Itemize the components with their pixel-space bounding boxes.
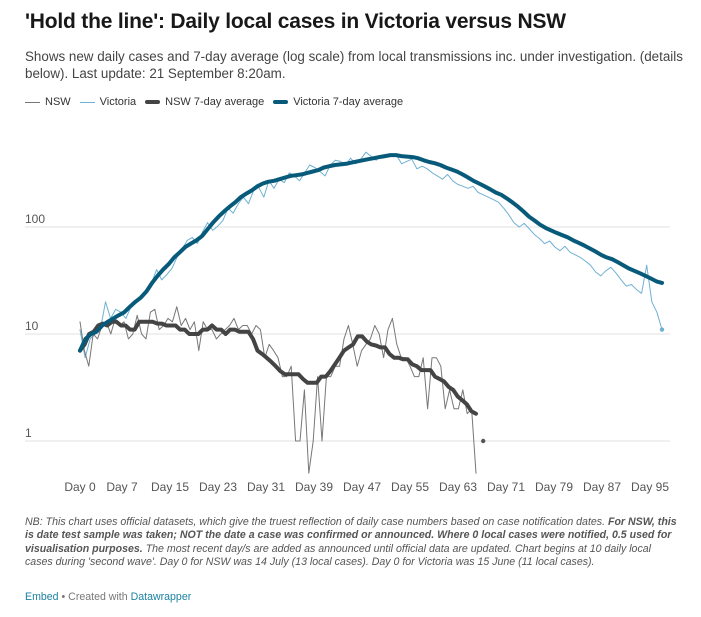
nsw-end-point	[481, 438, 486, 444]
notes-text-continued: The most recent day/s are added as annou…	[25, 542, 651, 569]
series-nsw-line	[79, 306, 477, 474]
x-tick-label-15: Day 15	[151, 480, 189, 494]
legend: NSW Victoria NSW 7-day average Victoria …	[25, 96, 412, 108]
legend-item-victoria-average: Victoria 7-day average	[273, 96, 403, 108]
line-chart: 1 10 100 Day 0 Day 7 Day 15 Day 23 Day 31 Day 39…	[25, 151, 670, 494]
y-tick-label-1: 1	[25, 426, 32, 440]
datawrapper-link[interactable]: Datawrapper	[130, 591, 192, 603]
legend-label-nsw: NSW	[45, 96, 71, 108]
legend-item-nsw: NSW	[25, 96, 71, 108]
victoria-end-point	[659, 327, 665, 332]
x-tick-label-0: Day 0	[64, 480, 96, 494]
x-tick-label-47: Day 47	[343, 480, 381, 494]
legend-label-victoria: Victoria	[99, 96, 137, 108]
chart-subtitle: Shows new daily cases and 7-day average …	[25, 49, 683, 81]
x-tick-label-7: Day 7	[106, 480, 138, 494]
chart-title: 'Hold the line': Daily local cases in Vi…	[25, 10, 566, 33]
series-victoria-average-line	[78, 153, 664, 353]
legend-swatch-victoria-average	[273, 100, 289, 104]
legend-label-victoria-average: Victoria 7-day average	[293, 96, 404, 108]
x-tick-label-71: Day 71	[487, 480, 525, 494]
legend-item-nsw-average: NSW 7-day average	[145, 96, 264, 108]
legend-swatch-victoria	[79, 101, 95, 103]
notes-bold-text: For NSW, this is date test sample was ta…	[25, 516, 677, 555]
y-tick-label-100: 100	[25, 212, 45, 226]
embed-link[interactable]: Embed	[25, 591, 59, 603]
notes-text: NB: This chart uses official datasets, w…	[25, 516, 608, 528]
legend-item-victoria: Victoria	[79, 96, 137, 108]
x-tick-label-63: Day 63	[439, 480, 477, 494]
x-tick-label-95: Day 95	[631, 480, 669, 494]
legend-swatch-nsw	[25, 101, 40, 103]
chart-notes: NB: This chart uses official datasets, w…	[25, 516, 680, 570]
footer: Embed • Created with Datawrapper	[25, 591, 191, 603]
x-tick-label-87: Day 87	[583, 480, 621, 494]
series-nsw-average-line	[78, 319, 478, 416]
y-tick-label-10: 10	[25, 319, 39, 333]
legend-swatch-nsw-average	[145, 100, 161, 104]
x-tick-label-55: Day 55	[391, 480, 429, 494]
x-tick-label-39: Day 39	[295, 480, 333, 494]
legend-label-nsw-average: NSW 7-day average	[165, 96, 265, 108]
x-tick-label-79: Day 79	[535, 480, 573, 494]
x-tick-label-31: Day 31	[247, 480, 285, 494]
created-with-text: • Created with	[58, 591, 131, 603]
x-tick-label-23: Day 23	[199, 480, 237, 494]
